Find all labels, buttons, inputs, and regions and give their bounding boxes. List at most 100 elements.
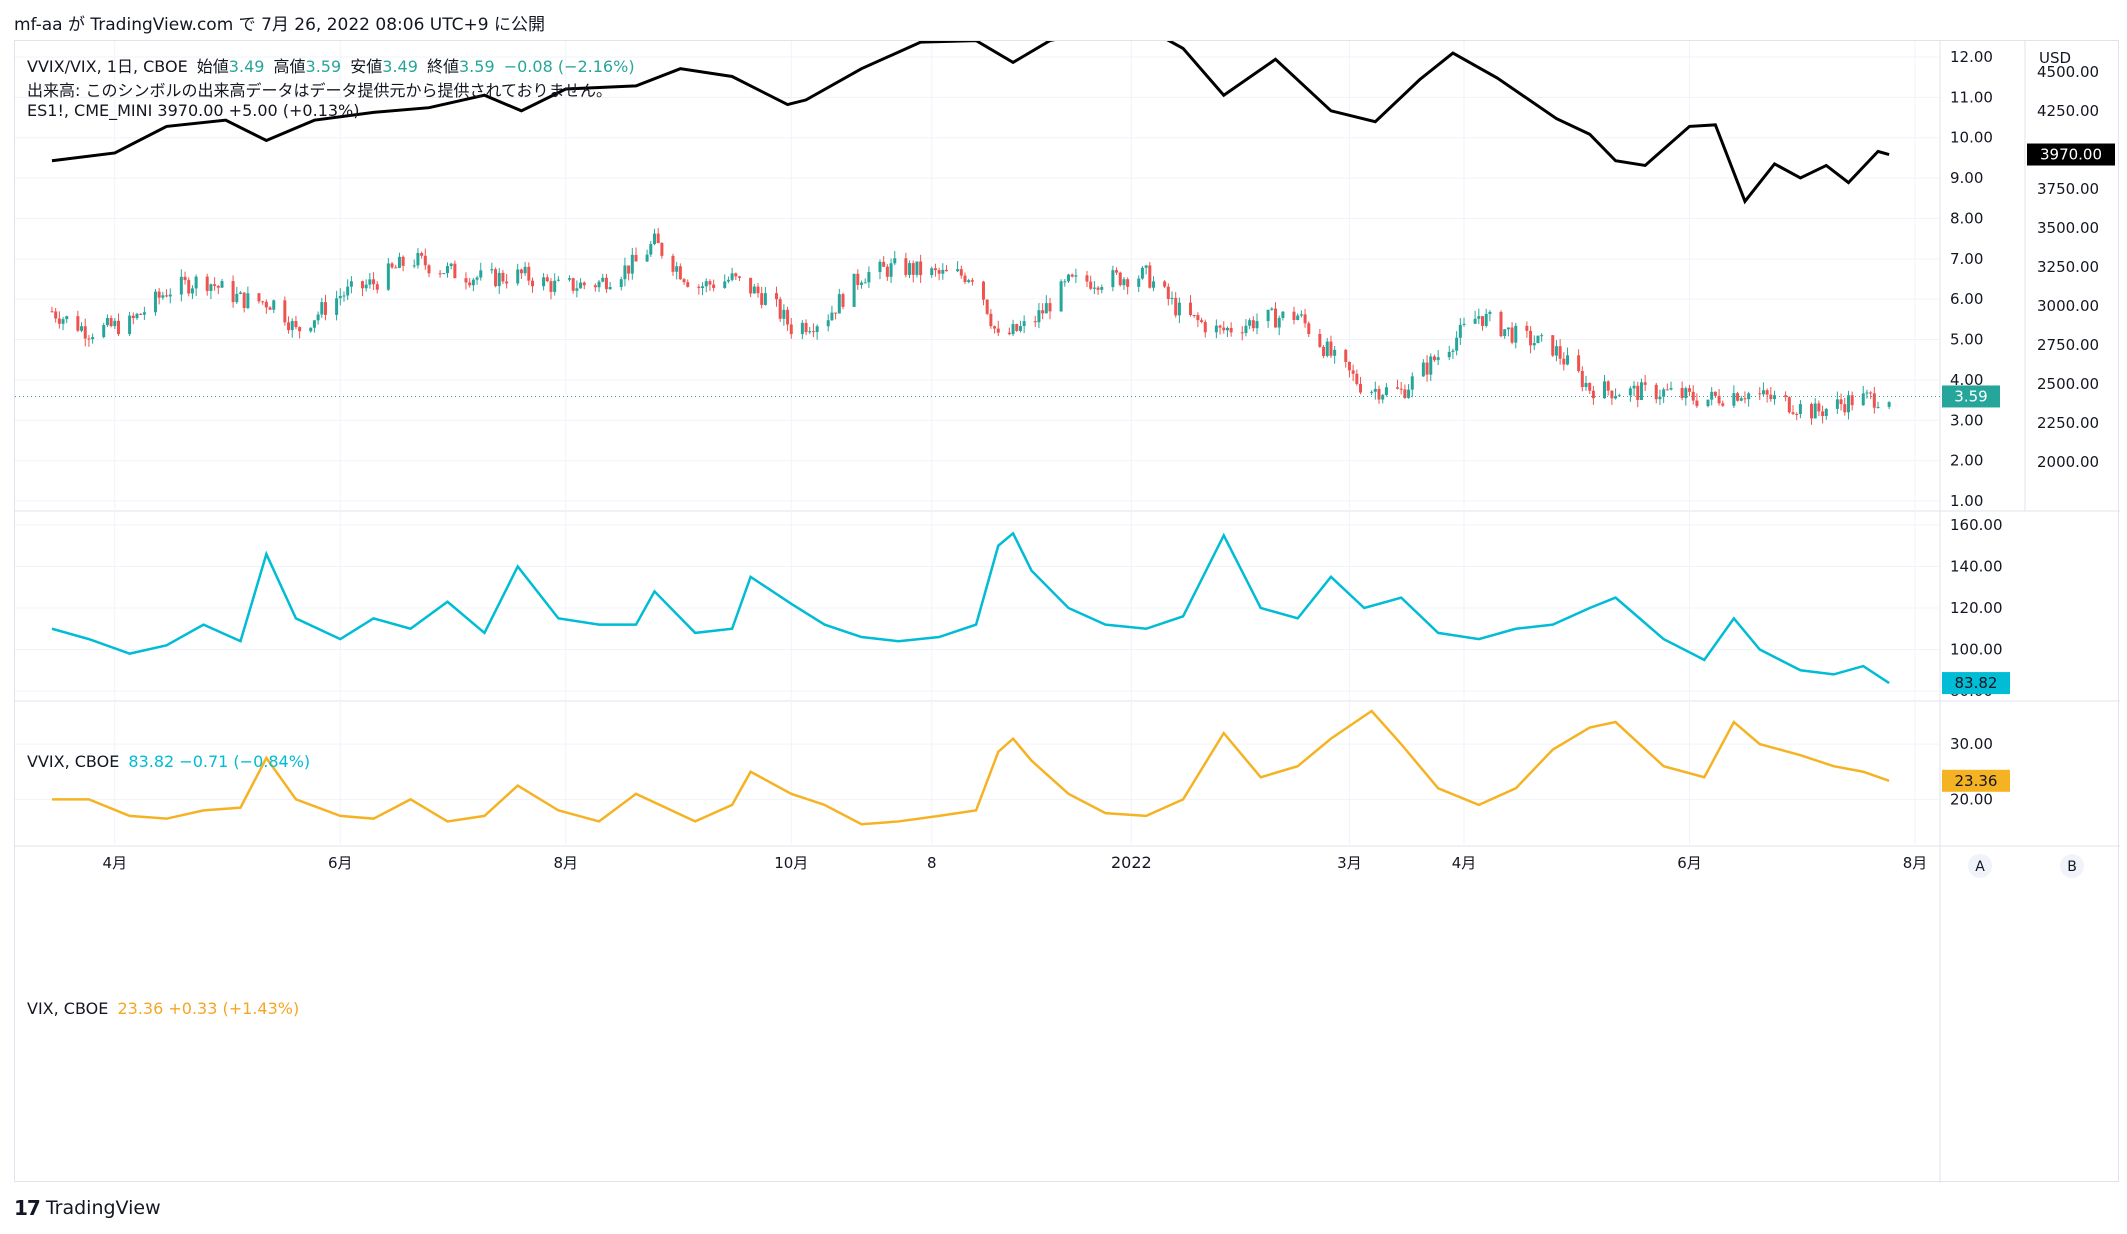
candle-body <box>1096 287 1100 290</box>
candle-body <box>837 294 841 314</box>
candle-body <box>1558 346 1562 359</box>
candle-body <box>593 285 597 288</box>
candle-body <box>1506 327 1510 330</box>
candle-body <box>1063 281 1067 283</box>
candle-body <box>283 300 287 323</box>
es-tick-label: 4500.00 <box>2037 63 2099 81</box>
time-axis-label: 10月 <box>774 854 808 872</box>
candle-body <box>153 291 157 313</box>
candle-body <box>57 318 61 324</box>
candle-body <box>298 327 302 332</box>
candle-body <box>372 279 376 285</box>
candle-body <box>682 279 686 283</box>
chart-container[interactable]: 12.00 11.00 10.00 9.00 8.00 7.00 6.00 5.00 4.00 3… <box>14 40 2120 1183</box>
ratio-tick-label: 2.00 <box>1950 452 1983 470</box>
candle-body <box>1373 388 1377 392</box>
candle-body <box>1140 267 1144 279</box>
candle-body <box>701 286 705 289</box>
candle-body <box>1266 309 1270 322</box>
candle-body <box>1684 388 1688 399</box>
candle-body <box>1481 316 1485 326</box>
vvix-tick-label: 160.00 <box>1950 516 2003 534</box>
candle-body <box>786 309 790 325</box>
candle-body <box>1688 388 1692 392</box>
candle-body <box>1067 274 1071 282</box>
candle-body <box>1566 355 1570 365</box>
open-label: 始値 <box>196 57 229 76</box>
b-button[interactable] <box>2060 854 2084 878</box>
candle-body <box>205 276 209 291</box>
change-value: −0.08 (−2.16%) <box>503 57 635 76</box>
candle-body <box>168 294 172 297</box>
candle-body <box>956 269 960 272</box>
candle-body <box>1602 381 1606 399</box>
candle-body <box>1824 408 1828 417</box>
candle-body <box>105 318 109 326</box>
candle-body <box>1473 318 1477 324</box>
last-price-badge <box>1942 385 2000 408</box>
candle-body <box>386 263 390 290</box>
time-axis-label: 8 <box>927 854 937 872</box>
candle-body <box>1240 332 1244 334</box>
candle-body <box>1861 393 1865 406</box>
candle-body <box>678 266 682 280</box>
candle-body <box>87 338 91 340</box>
candle-body <box>427 265 431 274</box>
candle-body <box>349 281 353 287</box>
candle-body <box>1846 395 1850 413</box>
time-axis-label: 6月 <box>1677 854 1702 872</box>
candle-body <box>1614 395 1618 399</box>
vix-values: 23.36 +0.33 (+1.43%) <box>117 999 300 1018</box>
candle-body <box>882 261 886 267</box>
candle-body <box>630 254 634 274</box>
candle-body <box>61 319 65 324</box>
candle-body <box>1381 395 1385 400</box>
candle-body <box>1059 281 1063 312</box>
auto-scale-button[interactable] <box>1968 854 1992 878</box>
candle-body <box>1148 265 1152 288</box>
candle-body <box>985 299 989 314</box>
candle-body <box>135 313 139 319</box>
candle-body <box>261 301 265 303</box>
candle-body <box>505 281 509 284</box>
candle-body <box>238 292 242 294</box>
candle-body <box>1074 275 1078 277</box>
candle-body <box>142 312 146 315</box>
candle-body <box>1429 356 1433 375</box>
candle-body <box>1274 308 1278 328</box>
candle-body <box>1166 286 1170 299</box>
candle-body <box>652 233 656 245</box>
candle-body <box>1713 391 1717 396</box>
candle-body <box>1384 387 1388 396</box>
es-tick-label: 4750.00 <box>2037 41 2099 42</box>
candle-body <box>287 322 291 331</box>
candle-body <box>601 277 605 282</box>
candle-body <box>1325 341 1329 356</box>
candle-body <box>1835 399 1839 409</box>
candle-body <box>1577 355 1581 371</box>
chart-canvas[interactable]: 12.0011.0010.009.008.007.006.005.004.003… <box>15 41 2120 1183</box>
candle-body <box>235 293 239 303</box>
candle-body <box>734 273 738 277</box>
candle-body <box>1355 373 1359 384</box>
es-tick-label: 3750.00 <box>2037 180 2099 198</box>
candle-body <box>1303 314 1307 324</box>
candle-body <box>1562 358 1566 365</box>
candle-body <box>1743 398 1747 400</box>
candle-body <box>1525 325 1529 331</box>
candle-body <box>1248 320 1252 326</box>
candle-body <box>604 277 608 290</box>
vix-tick-label: 20.00 <box>1950 790 1993 808</box>
candle-body <box>571 278 575 291</box>
candle-body <box>760 293 764 305</box>
candle-body <box>1421 362 1425 377</box>
tradingview-footer[interactable]: 17 TradingView <box>14 1196 161 1220</box>
candle-body <box>1447 351 1451 358</box>
vix-price-label: 23.36 <box>1955 772 1998 790</box>
candle-body <box>412 265 416 267</box>
ratio-tick-label: 11.00 <box>1950 88 1993 106</box>
candle-body <box>161 295 165 298</box>
candle-body <box>704 281 708 287</box>
candle-body <box>1229 327 1233 333</box>
high-label: 高値 <box>273 57 306 76</box>
